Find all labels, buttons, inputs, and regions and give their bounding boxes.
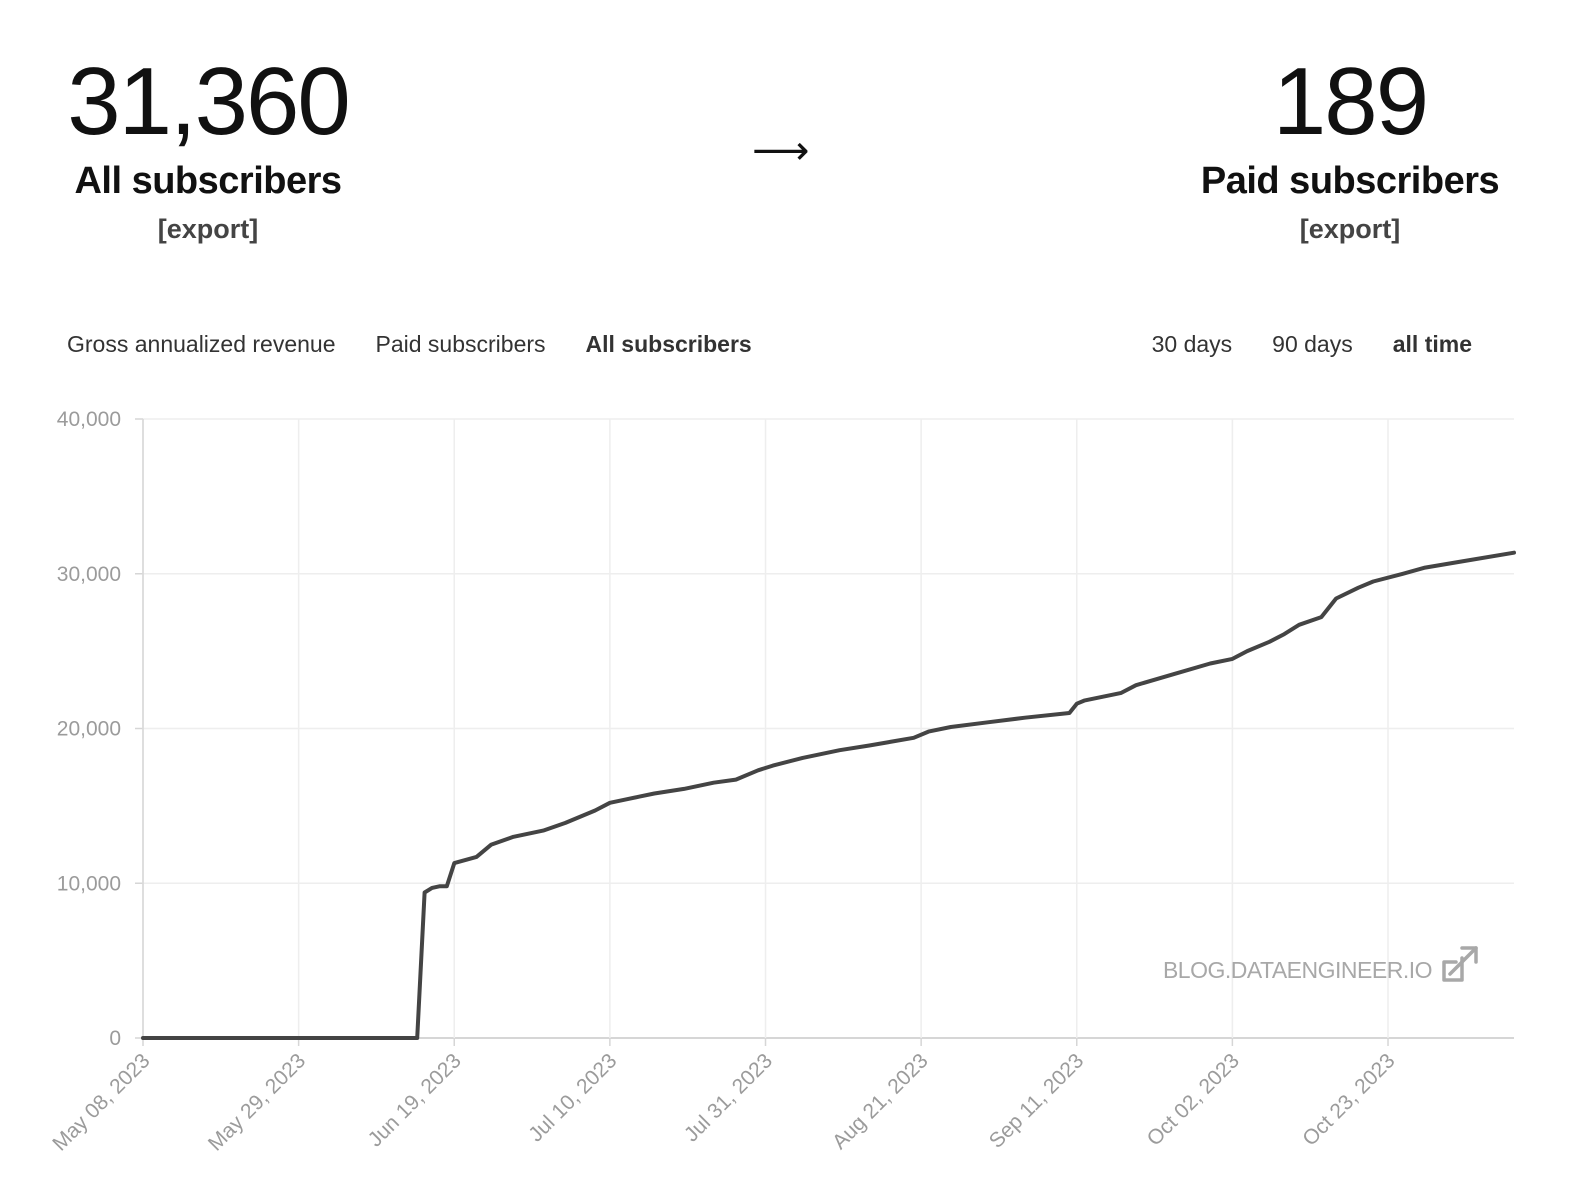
tab-paid-subscribers[interactable]: Paid subscribers [375, 331, 546, 357]
y-tick-label: 10,000 [57, 872, 121, 895]
range-tabs: 30 days 90 days all time [1152, 331, 1472, 358]
all-subscribers-label: All subscribers [74, 160, 342, 202]
export-all-subscribers-link[interactable]: [export] [157, 214, 259, 244]
metric-tabs: Gross annualized revenue Paid subscriber… [67, 331, 752, 358]
chart-grid [135, 418, 1514, 1046]
arrow-icon: ⟶ [752, 129, 810, 173]
paid-subscribers-count: 189 [1272, 48, 1429, 155]
tab-gross-annualized-revenue[interactable]: Gross annualized revenue [67, 331, 336, 357]
all-subscribers-stat: 31,360 All subscribers [export] [28, 50, 388, 245]
series-line-all-subscribers [141, 550, 1516, 1040]
watermark-text: BLOG.DATAENGINEER.IO [1163, 957, 1432, 983]
tab-all-time[interactable]: all time [1392, 331, 1472, 357]
paid-subscribers-stat: 189 Paid subscribers [export] [1170, 50, 1530, 245]
paid-subscribers-label: Paid subscribers [1200, 160, 1500, 202]
y-tick-label: 30,000 [57, 563, 121, 586]
x-tick-label: Sep 11, 2023 [985, 1049, 1089, 1153]
x-tick-label: Jul 31, 2023 [680, 1049, 777, 1146]
x-axis-ticks: May 08, 2023 May 29, 2023 Jun 19, 2023 Jul … [48, 1049, 1399, 1155]
watermark: BLOG.DATAENGINEER.IO [1163, 946, 1478, 983]
tab-90-days[interactable]: 90 days [1272, 331, 1353, 357]
x-tick-label: Oct 02, 2023 [1143, 1049, 1244, 1150]
x-tick-label: Jun 19, 2023 [364, 1049, 466, 1151]
x-tick-label: Aug 21, 2023 [828, 1049, 933, 1154]
x-tick-label: Jul 10, 2023 [524, 1049, 621, 1146]
external-link-icon [1442, 946, 1478, 982]
export-paid-subscribers-link[interactable]: [export] [1299, 214, 1401, 244]
tab-all-subscribers[interactable]: All subscribers [585, 331, 752, 357]
y-tick-label: 0 [109, 1027, 121, 1050]
y-tick-label: 20,000 [57, 718, 121, 741]
tab-30-days[interactable]: 30 days [1151, 331, 1233, 357]
x-tick-label: May 29, 2023 [204, 1049, 310, 1155]
y-tick-label: 40,000 [57, 408, 121, 431]
y-axis-ticks: 0 10,000 20,000 30,000 40,000 [57, 408, 121, 1050]
all-subscribers-count: 31,360 [67, 48, 351, 155]
x-tick-label: Oct 23, 2023 [1298, 1049, 1399, 1150]
x-tick-label: May 08, 2023 [48, 1049, 154, 1155]
